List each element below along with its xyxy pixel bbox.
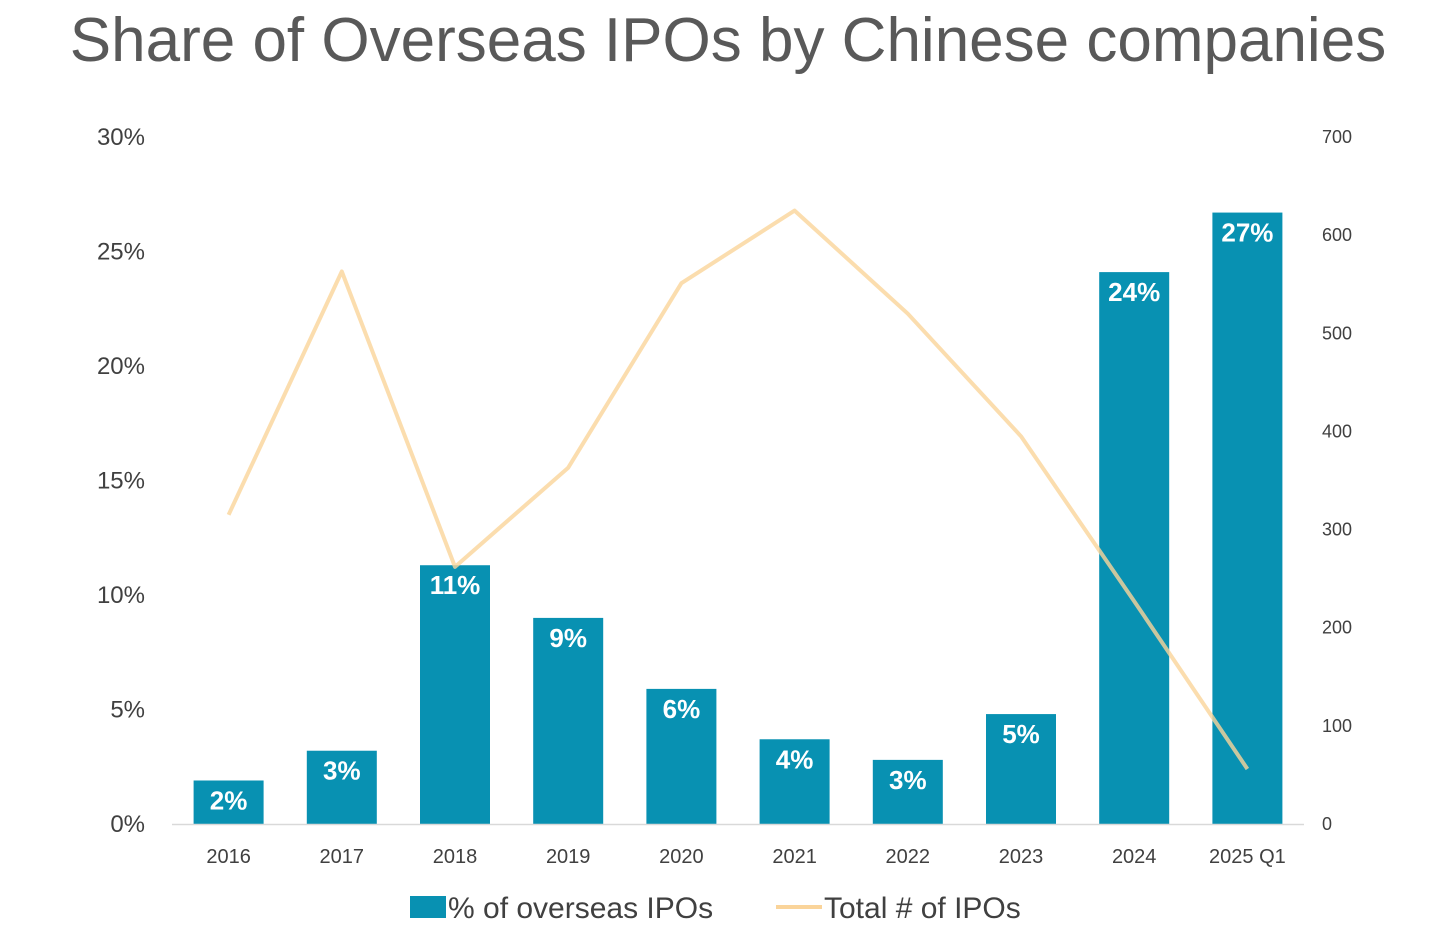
bar-2025-q1 bbox=[1212, 212, 1283, 824]
x-tick-label: 2016 bbox=[206, 846, 251, 868]
bar-label-2019: 9% bbox=[549, 623, 587, 653]
legend-swatch-bar bbox=[410, 896, 446, 918]
bar-2019 bbox=[533, 617, 604, 824]
bar-2024 bbox=[1099, 272, 1170, 824]
bar-label-2020: 6% bbox=[663, 694, 701, 724]
line-total-ipos bbox=[226, 208, 1250, 771]
x-tick-label: 2019 bbox=[546, 846, 591, 868]
bar-label-2021: 4% bbox=[776, 744, 814, 774]
bar-2020 bbox=[646, 688, 717, 824]
axes-group: 2016 2017 2018 2019 2020 2021 2022 2023 2024 2025… bbox=[97, 124, 1352, 868]
bar-label-2017: 3% bbox=[323, 756, 361, 786]
y-right-tick-label: 600 bbox=[1322, 225, 1352, 245]
x-tick-label: 2021 bbox=[772, 846, 817, 868]
legend-label-line: Total # of IPOs bbox=[824, 892, 1021, 925]
y-right-tick-label: 400 bbox=[1322, 421, 1352, 441]
bars-group bbox=[193, 212, 1283, 824]
bar-label-2024: 24% bbox=[1108, 277, 1160, 307]
chart-title: Share of Overseas IPOs by Chinese compan… bbox=[69, 6, 1387, 75]
bar-label-2022: 3% bbox=[889, 765, 927, 795]
y-left-tick-label: 15% bbox=[97, 468, 145, 495]
y-left-tick-label: 10% bbox=[97, 582, 145, 609]
y-right-tick-label: 700 bbox=[1322, 127, 1352, 147]
x-tick-label: 2023 bbox=[999, 846, 1044, 868]
x-tick-label: 2017 bbox=[320, 846, 365, 868]
y-left-tick-label: 5% bbox=[110, 697, 145, 724]
bar-2023 bbox=[986, 714, 1056, 824]
bar-label-2025-q1: 27% bbox=[1221, 218, 1273, 248]
x-tick-label: 2025 Q1 bbox=[1209, 846, 1286, 868]
bar-label-2018: 11% bbox=[430, 570, 481, 600]
line-group bbox=[226, 208, 1250, 771]
y-left-tick-label: 30% bbox=[97, 124, 145, 151]
bar-2017 bbox=[306, 750, 377, 824]
y-left-tick-label: 20% bbox=[97, 353, 145, 380]
bar-2016 bbox=[193, 780, 264, 824]
bar-label-2016: 2% bbox=[210, 785, 248, 815]
y-right-tick-label: 500 bbox=[1322, 323, 1352, 343]
x-tick-label: 2020 bbox=[659, 846, 704, 868]
y-left-tick-label: 0% bbox=[110, 811, 145, 838]
y-right-tick-label: 100 bbox=[1322, 716, 1352, 736]
y-right-tick-label: 300 bbox=[1322, 520, 1352, 540]
x-tick-label: 2024 bbox=[1112, 846, 1157, 868]
legend: % of overseas IPOs Total # of IPOs bbox=[410, 892, 1021, 925]
y-left-tick-label: 25% bbox=[97, 239, 145, 266]
bar-2018 bbox=[420, 565, 490, 824]
bar-labels-group: 2% 3% 11% 9% 6% 4% 3% 5% 24% 27% bbox=[210, 218, 1274, 816]
bar-2021 bbox=[759, 739, 830, 824]
legend-label-bar: % of overseas IPOs bbox=[448, 892, 713, 925]
y-right-tick-label: 200 bbox=[1322, 618, 1352, 638]
x-tick-label: 2018 bbox=[433, 846, 478, 868]
bar-2022 bbox=[872, 759, 943, 824]
x-tick-label: 2022 bbox=[886, 846, 931, 868]
y-right-tick-label: 0 bbox=[1322, 814, 1332, 834]
bar-label-2023: 5% bbox=[1002, 719, 1040, 749]
